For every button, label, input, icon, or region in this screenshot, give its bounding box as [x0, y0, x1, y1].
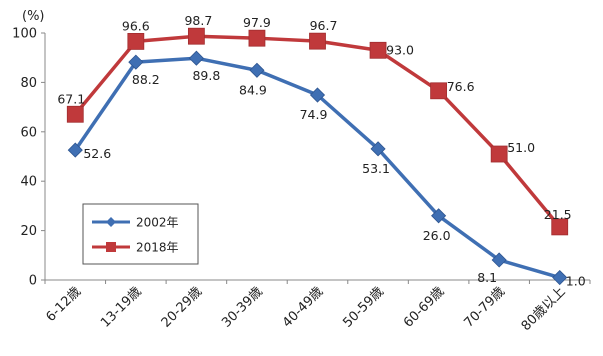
data-label: 89.8	[192, 68, 220, 83]
x-tick-label: 20-29歳	[159, 284, 206, 331]
series-point	[309, 87, 326, 103]
series-point	[490, 145, 508, 163]
data-label: 51.0	[507, 140, 535, 155]
series-point	[188, 50, 204, 66]
series-point	[187, 27, 205, 45]
axes	[41, 32, 591, 284]
y-tick-label: 80	[20, 76, 37, 91]
x-tick-label: 6-12歳	[43, 284, 84, 325]
legend-swatch-marker	[106, 242, 116, 252]
data-label: 93.0	[386, 42, 414, 57]
series-point	[66, 105, 84, 123]
y-tick-labels: 0 20 40 60 80 100	[12, 27, 37, 289]
data-label: 88.2	[132, 72, 160, 87]
series-point	[370, 141, 386, 157]
series-point	[67, 142, 83, 158]
y-tick-label: 20	[20, 224, 37, 239]
y-tick-label: 40	[20, 175, 37, 190]
legend-box	[82, 203, 199, 265]
series-point	[249, 62, 265, 78]
series-point	[552, 269, 568, 286]
y-tick-label: 0	[29, 274, 37, 289]
legend: 2002年 2018年	[82, 203, 199, 265]
data-labels: 52.6 88.2 89.8 84.9 74.9 53.1 26.0 8.1 1.0 67.1 96…	[57, 13, 585, 288]
legend-swatch-marker	[106, 217, 116, 227]
series-point	[431, 208, 447, 224]
data-label: 8.1	[477, 270, 497, 285]
data-label: 1.0	[566, 274, 586, 289]
series-point	[248, 29, 266, 47]
series-point	[551, 218, 569, 236]
series-point	[430, 82, 448, 100]
x-tick-label: 80歳以上	[519, 284, 569, 334]
series-point	[309, 32, 326, 50]
data-label: 97.9	[243, 15, 271, 30]
series-a	[67, 50, 568, 286]
data-label: 26.0	[423, 228, 451, 243]
data-label: 67.1	[57, 91, 85, 106]
series-point	[369, 41, 387, 59]
series-b	[66, 27, 569, 236]
series-line	[73, 34, 562, 229]
x-tick-label: 60-69歳	[401, 284, 448, 331]
legend-label: 2002年	[136, 216, 179, 230]
data-label: 96.6	[122, 18, 150, 33]
legend-label: 2018年	[136, 241, 179, 255]
data-label: 84.9	[239, 82, 267, 97]
y-tick-label: 60	[20, 125, 37, 140]
series-layer	[66, 27, 569, 286]
legend-item: 2002年	[92, 216, 179, 230]
data-label: 21.5	[544, 207, 572, 222]
data-label: 74.9	[300, 107, 328, 122]
series-point	[127, 32, 145, 50]
series-point	[491, 252, 507, 268]
x-tick-label: 13-19歳	[98, 284, 145, 331]
data-label: 98.7	[184, 13, 212, 28]
series-point	[128, 54, 144, 70]
y-axis-unit: (%)	[22, 9, 45, 24]
data-label: 53.1	[362, 161, 390, 176]
legend-item: 2018年	[92, 241, 179, 255]
data-label: 76.6	[447, 79, 475, 94]
x-tick-labels: 6-12歳 13-19歳 20-29歳 30-39歳 40-49歳 50-59歳 60-69…	[43, 284, 568, 334]
x-tick-label: 50-59歳	[340, 284, 387, 331]
data-label: 96.7	[310, 18, 338, 33]
x-tick-label: 70-79歳	[461, 284, 508, 331]
y-tick-label: 100	[12, 27, 37, 42]
x-tick-label: 40-49歳	[280, 284, 327, 331]
data-label: 52.6	[83, 146, 111, 161]
x-tick-label: 30-39歳	[219, 284, 266, 331]
